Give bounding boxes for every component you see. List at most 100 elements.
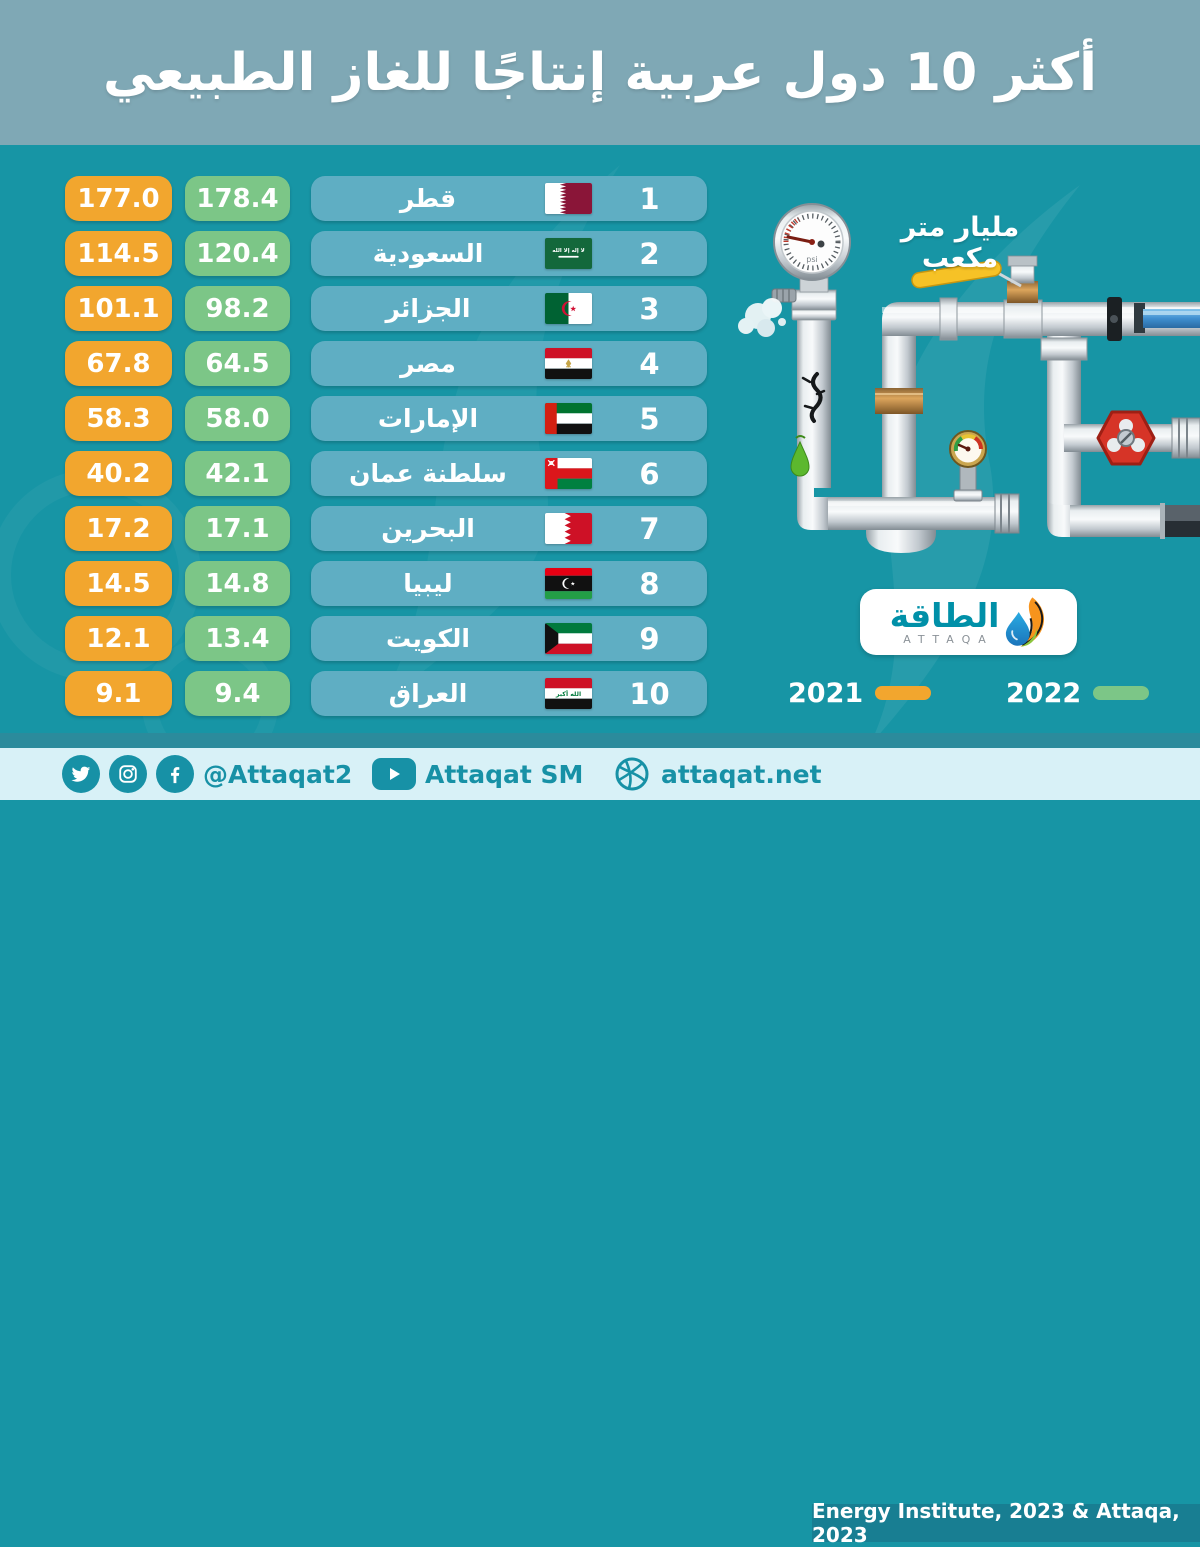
rank-number: 3 xyxy=(639,291,660,326)
twitter-icon[interactable] xyxy=(62,755,100,793)
table-row: 17.2 17.1 البحرين 7 xyxy=(65,506,707,551)
value-2022: 9.4 xyxy=(185,671,290,716)
value-2022: 58.0 xyxy=(185,396,290,441)
country-bar: ليبيا 8 xyxy=(311,561,707,606)
value-2022: 42.1 xyxy=(185,451,290,496)
country-bar: العراق الله أكبر 10 xyxy=(311,671,707,716)
rank-number: 1 xyxy=(639,181,660,216)
table-row: 58.3 58.0 الإمارات 5 xyxy=(65,396,707,441)
legend-2022-swatch xyxy=(1093,686,1150,700)
pipe-coupler xyxy=(1040,337,1088,361)
facebook-icon[interactable] xyxy=(156,755,194,793)
legend-2021-swatch xyxy=(875,686,932,700)
rank-number: 6 xyxy=(639,456,660,491)
country-bar: مصر 4 xyxy=(311,341,707,386)
pressure-gauge-large: psi xyxy=(771,203,1020,534)
value-2022: 98.2 xyxy=(185,286,290,331)
value-2021: 101.1 xyxy=(65,286,172,331)
flag-bahrain xyxy=(545,513,592,544)
value-2021: 17.2 xyxy=(65,506,172,551)
country-bar: الكويت 9 xyxy=(311,616,707,661)
table-row: 40.2 42.1 سلطنة عمان 6 xyxy=(65,451,707,496)
social-handle[interactable]: @Attaqat2 xyxy=(203,759,353,789)
value-2021: 177.0 xyxy=(65,176,172,221)
flag-qatar xyxy=(545,183,592,214)
joint-ring xyxy=(939,297,958,341)
footer: @Attaqat2 Attaqat SM attaqat.net Energy … xyxy=(0,748,1200,1547)
flag-libya xyxy=(545,568,592,599)
logo-arabic-text: الطاقة xyxy=(889,596,1000,635)
value-2022: 120.4 xyxy=(185,231,290,276)
header-band: أكثر 10 دول عربية إنتاجًا للغاز الطبيعي xyxy=(0,0,1200,145)
country-bar: السعودية لا إله إلا الله 2 xyxy=(311,231,707,276)
flag-saudi-arabia: لا إله إلا الله xyxy=(545,238,592,269)
youtube-icon[interactable] xyxy=(372,758,416,790)
table-row: 14.5 14.8 ليبيا 8 xyxy=(65,561,707,606)
logo-latin-text: ATTAQA xyxy=(903,633,994,646)
country-name: الإمارات xyxy=(377,404,479,433)
country-name: الكويت xyxy=(385,624,471,653)
green-drip xyxy=(790,435,810,477)
pressure-gauge-small xyxy=(949,430,987,502)
rank-number: 9 xyxy=(639,621,660,656)
rank-number: 2 xyxy=(639,236,660,271)
table-row: 67.8 64.5 مصر 4 xyxy=(65,341,707,386)
rank-number: 4 xyxy=(639,346,660,381)
value-2022: 14.8 xyxy=(185,561,290,606)
country-bar: قطر 1 xyxy=(311,176,707,221)
social-group: @Attaqat2 xyxy=(62,748,352,800)
legend-2022: 2022 xyxy=(1006,678,1150,709)
website-link[interactable]: attaqat.net xyxy=(661,759,822,789)
source-text: Energy Institute, 2023 & Attaqa, 2023 xyxy=(812,1499,1180,1547)
country-bar: الإمارات 5 xyxy=(311,396,707,441)
country-name: ليبيا xyxy=(403,569,453,598)
flag-algeria xyxy=(545,293,592,324)
flame-drop-icon xyxy=(1006,597,1045,647)
flag-kuwait xyxy=(545,623,592,654)
flag-iraq: الله أكبر xyxy=(545,678,592,709)
steam-puff xyxy=(738,298,786,337)
value-2022: 13.4 xyxy=(185,616,290,661)
svg-text:لا إله إلا الله: لا إله إلا الله xyxy=(552,248,584,254)
gecko-silhouette xyxy=(801,372,826,423)
table-row: 114.5 120.4 السعودية لا إله إلا الله 2 xyxy=(65,231,707,276)
legend-2021-label: 2021 xyxy=(788,677,864,709)
globe-icon[interactable] xyxy=(612,754,652,794)
youtube-group: Attaqat SM xyxy=(372,748,583,800)
rank-number: 7 xyxy=(639,511,660,546)
value-2022: 17.1 xyxy=(185,506,290,551)
pipe-cap xyxy=(1134,303,1145,333)
country-name: سلطنة عمان xyxy=(349,459,507,488)
country-name: البحرين xyxy=(381,514,475,543)
value-2021: 14.5 xyxy=(65,561,172,606)
value-2021: 40.2 xyxy=(65,451,172,496)
value-2022: 178.4 xyxy=(185,176,290,221)
red-handwheel-valve xyxy=(1096,410,1156,466)
instagram-icon[interactable] xyxy=(109,755,147,793)
pipe-vertical-left xyxy=(882,318,916,518)
table-row: 12.1 13.4 الكويت 9 xyxy=(65,616,707,661)
table-row: 177.0 178.4 قطر 1 xyxy=(65,176,707,221)
country-name: الجزائر xyxy=(385,294,471,323)
country-bar: سلطنة عمان 6 xyxy=(311,451,707,496)
value-2021: 12.1 xyxy=(65,616,172,661)
page-title: أكثر 10 دول عربية إنتاجًا للغاز الطبيعي xyxy=(102,42,1097,103)
value-2021: 114.5 xyxy=(65,231,172,276)
rank-number: 10 xyxy=(629,676,670,711)
svg-text:الله أكبر: الله أكبر xyxy=(555,690,581,698)
source-box: Energy Institute, 2023 & Attaqa, 2023 xyxy=(812,1499,1200,1547)
flag-egypt xyxy=(545,348,592,379)
unit-label: مليار متر مكعب xyxy=(900,212,1020,274)
pipes-illustration: psi xyxy=(738,203,1200,553)
value-2022: 64.5 xyxy=(185,341,290,386)
value-2021: 67.8 xyxy=(65,341,172,386)
youtube-handle[interactable]: Attaqat SM xyxy=(425,759,584,789)
value-2021: 58.3 xyxy=(65,396,172,441)
country-name: السعودية xyxy=(372,239,484,268)
ranking-table: 177.0 178.4 قطر 1 114.5 120.4 السعودية ل… xyxy=(65,176,707,716)
country-bar: الجزائر 3 xyxy=(311,286,707,331)
website-group: attaqat.net xyxy=(612,748,822,800)
table-row: 9.1 9.4 العراق الله أكبر 10 xyxy=(65,671,707,716)
table-row: 101.1 98.2 الجزائر 3 xyxy=(65,286,707,331)
